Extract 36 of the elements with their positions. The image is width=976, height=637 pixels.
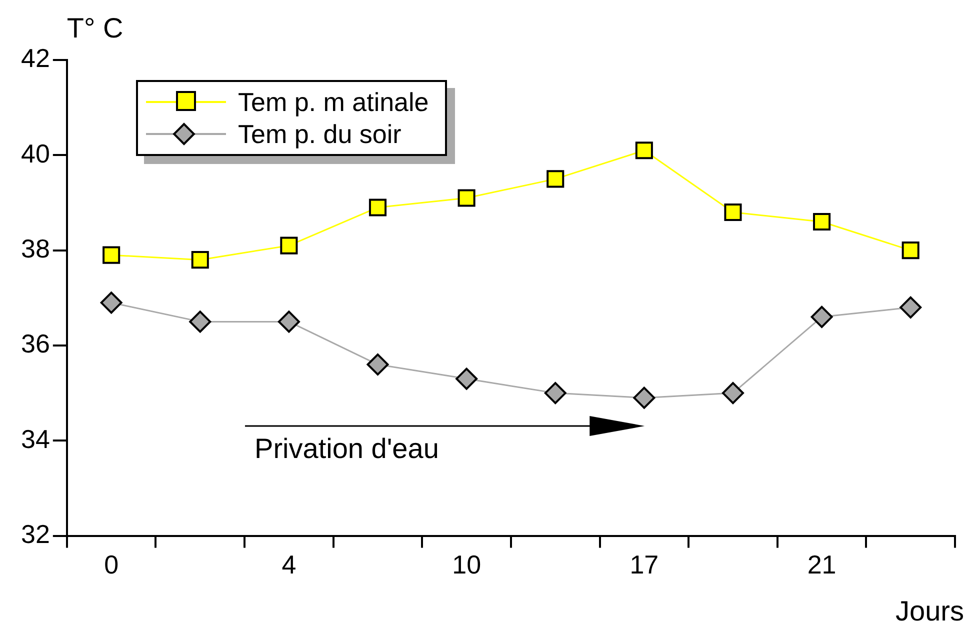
x-tick-label: 17 [630, 550, 659, 580]
point [902, 242, 920, 260]
y-tick-label: 32 [21, 518, 50, 549]
y-tick-label: 38 [21, 233, 50, 264]
legend-label: Tem p. du soir [238, 118, 402, 150]
legend-label: Tem p. m atinale [238, 86, 429, 118]
point [544, 382, 566, 404]
point [189, 310, 212, 333]
point [100, 292, 122, 314]
point [368, 198, 387, 216]
x-tick-label: 21 [807, 550, 836, 580]
y-axis-title: T° C [66, 12, 124, 44]
point [900, 296, 922, 318]
y-tick-label: 42 [21, 43, 50, 74]
y-tick-label: 36 [21, 328, 50, 359]
point [102, 246, 120, 264]
x-tick-label: 0 [104, 550, 119, 580]
point [191, 251, 209, 269]
point [366, 354, 389, 376]
point [635, 142, 653, 160]
point [724, 203, 742, 222]
x-axis-title: Jours [896, 596, 964, 627]
x-tick-label: 4 [282, 550, 296, 580]
y-tick-label: 34 [21, 424, 50, 454]
y-tick-label: 40 [21, 138, 50, 168]
point [633, 386, 656, 409]
x-tick-label: 10 [452, 550, 482, 580]
point [456, 368, 478, 390]
point [546, 170, 564, 188]
point [813, 212, 831, 231]
point [458, 189, 476, 207]
point [278, 310, 300, 333]
point [810, 306, 833, 328]
point [722, 382, 744, 404]
annotation: Privation d'eau [254, 433, 439, 464]
point [280, 236, 298, 254]
